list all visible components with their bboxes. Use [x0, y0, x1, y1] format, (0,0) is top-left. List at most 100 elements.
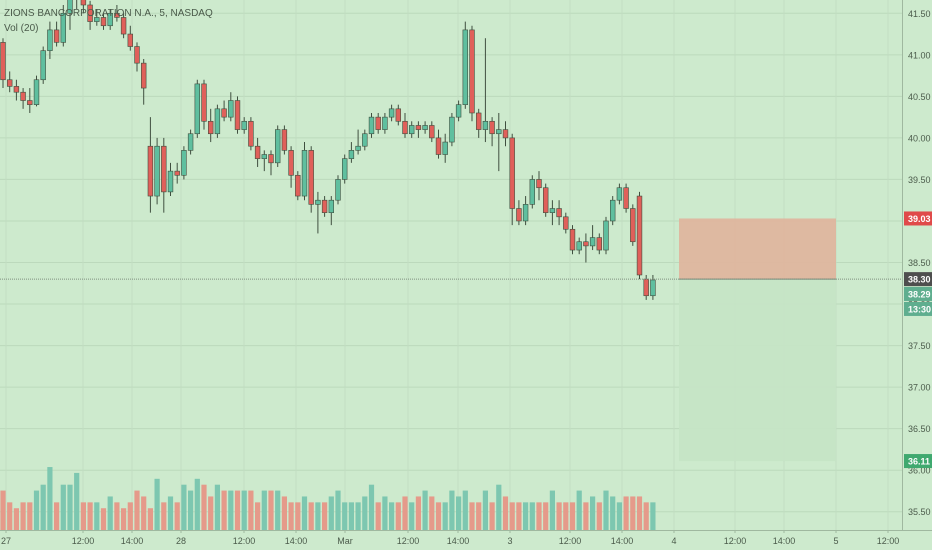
volume-bar	[482, 490, 488, 530]
volume-bar	[335, 490, 341, 530]
volume-bar	[462, 490, 468, 530]
time-tick-label: 27	[1, 536, 11, 546]
time-tick-label: 14:00	[285, 536, 308, 546]
candle-body	[569, 228, 576, 251]
candle-body	[321, 199, 328, 213]
candle-body	[328, 199, 334, 213]
candlesticks	[0, 0, 656, 300]
price-tick-label: 36.50	[908, 424, 931, 434]
volume-bar	[623, 496, 629, 530]
candle-body	[201, 83, 207, 122]
candle-body	[616, 187, 623, 201]
time-axis[interactable]: 27 12:00 14:00 28 12:00 14:00 Mar 12:00 14:00 3 12…	[0, 530, 932, 546]
volume-bar	[261, 490, 267, 530]
candle-body	[107, 12, 113, 27]
volume-bar	[422, 490, 428, 530]
candle-body	[174, 170, 180, 176]
candle-body	[583, 241, 589, 247]
countdown-tag: 13:30	[908, 304, 931, 314]
volume-bar	[549, 490, 555, 530]
candle-body	[120, 17, 127, 35]
candle-body	[522, 204, 529, 222]
volume-bar	[7, 502, 13, 530]
volume-bar	[643, 502, 649, 530]
volume-bar	[449, 490, 455, 530]
candle-body	[214, 108, 221, 135]
candle-body	[6, 79, 13, 87]
candle-body	[589, 237, 596, 247]
volume-bar	[610, 496, 616, 530]
candle-body	[576, 241, 582, 251]
candle-body	[449, 116, 455, 143]
price-tick-label: 40.50	[908, 92, 931, 102]
candle-body	[308, 150, 314, 205]
volume-bar	[322, 502, 328, 530]
volume-bar	[616, 502, 622, 530]
volume-bar	[295, 502, 301, 530]
volume-bar	[590, 496, 596, 530]
candle-body	[643, 278, 649, 297]
volume-bar	[281, 496, 287, 530]
volume-bar	[154, 478, 160, 530]
candle-body	[53, 29, 60, 43]
chart-legend: ZIONS BANCORPORATION N.A., 5, NASDAQ Vol…	[4, 6, 213, 36]
volume-bar	[543, 502, 549, 530]
current-price-tag-bg	[904, 286, 932, 301]
candle-body	[549, 208, 556, 213]
volume-bar	[348, 502, 354, 530]
target-price-tag-bg	[904, 454, 932, 469]
candle-body	[20, 91, 26, 101]
candle-body	[301, 150, 308, 197]
volume-bar	[167, 496, 174, 530]
symbol-title[interactable]: ZIONS BANCORPORATION N.A., 5, NASDAQ	[4, 8, 213, 19]
volume-bar	[583, 502, 589, 530]
volume-bar	[181, 484, 187, 530]
volume-bar	[435, 502, 442, 530]
volume-bar	[315, 502, 321, 530]
volume-bar	[355, 502, 361, 530]
volume-bar	[368, 484, 375, 530]
candle-body	[482, 120, 489, 130]
time-tick-label: 12:00	[233, 536, 256, 546]
candle-body	[288, 150, 294, 176]
volume-bar	[40, 484, 46, 530]
volume-bar	[630, 496, 636, 530]
volume-bar	[107, 496, 113, 530]
candle-body	[355, 145, 361, 151]
volume-bar	[188, 490, 194, 530]
volume-bar	[20, 502, 26, 530]
candle-body	[596, 237, 603, 251]
candle-body	[475, 112, 482, 130]
last-price-tag: 38.30	[908, 275, 931, 285]
time-tick-label: 14:00	[773, 536, 796, 546]
volume-bar	[54, 502, 60, 530]
volume-bar	[362, 496, 368, 530]
price-tick-label: 40.00	[908, 133, 931, 143]
candle-body	[94, 17, 100, 22]
volume-bar	[228, 490, 234, 530]
price-tick-label: 41.00	[908, 50, 931, 60]
volume-bar	[395, 502, 401, 530]
candle-body	[335, 179, 341, 201]
candle-body	[67, 0, 73, 14]
volume-bar	[241, 490, 247, 530]
price-tick-label: 41.50	[908, 9, 931, 19]
volume-bar	[636, 496, 643, 530]
stop-loss-zone	[679, 218, 836, 280]
candle-body	[221, 108, 227, 118]
candle-body	[40, 50, 46, 81]
volume-bar	[121, 508, 127, 530]
volume-bar	[603, 490, 609, 530]
time-tick-label: 12:00	[559, 536, 582, 546]
candle-body	[315, 199, 321, 205]
candle-body	[542, 187, 549, 213]
volume-bar	[201, 484, 207, 530]
time-tick-label: 28	[176, 536, 186, 546]
candle-body	[47, 29, 53, 51]
price-tick-label: 36.00	[908, 466, 931, 476]
volume-bars	[0, 467, 656, 530]
volume-bar	[27, 502, 33, 530]
volume-bar	[67, 484, 73, 530]
volume-indicator-label[interactable]: Vol (20)	[4, 23, 39, 34]
